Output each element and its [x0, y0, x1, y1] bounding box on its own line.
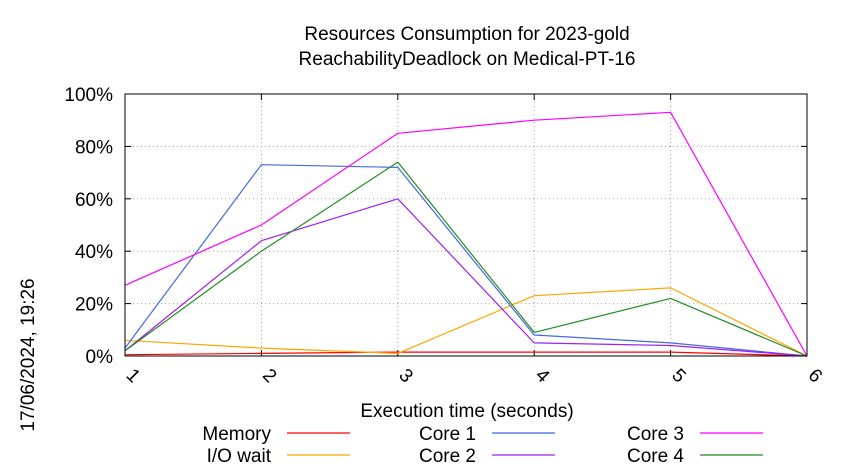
y-tick-label: 40%: [75, 242, 113, 263]
y-tick-label: 60%: [75, 190, 113, 211]
plot-border: [124, 93, 808, 357]
series-line-core-4: [124, 161, 808, 357]
legend-label-core-2: Core 2: [419, 446, 476, 467]
x-tick-label: 4: [531, 365, 554, 388]
chart-title: Resources Consumption for 2023-gold: [304, 24, 629, 45]
legend-label-core-4: Core 4: [627, 446, 684, 467]
legend-label-i-o-wait: I/O wait: [207, 446, 272, 467]
chart-subtitle: ReachabilityDeadlock on Medical-PT-16: [299, 49, 636, 70]
x-tick-label: 1: [122, 365, 144, 387]
x-tick-label: 6: [804, 365, 826, 387]
series-line-core-2: [124, 198, 808, 357]
y-tick-label: 100%: [64, 85, 113, 106]
series-lines: [124, 111, 808, 357]
timestamp-label: 17/06/2024, 19:26: [18, 278, 39, 431]
y-tick-label: 80%: [75, 137, 113, 158]
series-line-memory: [124, 351, 808, 357]
legend-label-core-1: Core 1: [419, 424, 476, 445]
y-tick-label: 0%: [86, 347, 114, 368]
series-line-core-1: [124, 164, 808, 357]
legend-label-memory: Memory: [202, 424, 271, 445]
x-tick-label: 2: [258, 365, 280, 387]
y-tick-label: 20%: [75, 295, 113, 316]
grid: [125, 94, 807, 356]
x-tick-label: 5: [667, 365, 689, 387]
series-line-core-3: [124, 111, 808, 357]
x-axis-ticks: 1 2 3 4 5 6: [122, 94, 826, 388]
series-line-i-o-wait: [124, 287, 808, 357]
legend-label-core-3: Core 3: [627, 424, 684, 445]
x-axis-label: Execution time (seconds): [360, 401, 573, 422]
x-tick-label: 3: [395, 365, 417, 387]
y-axis-ticks: 0% 20% 40% 60% 80% 100%: [64, 85, 807, 368]
